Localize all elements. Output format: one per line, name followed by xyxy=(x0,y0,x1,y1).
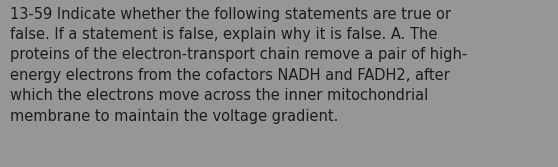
Text: 13-59 Indicate whether the following statements are true or
false. If a statemen: 13-59 Indicate whether the following sta… xyxy=(10,7,467,124)
